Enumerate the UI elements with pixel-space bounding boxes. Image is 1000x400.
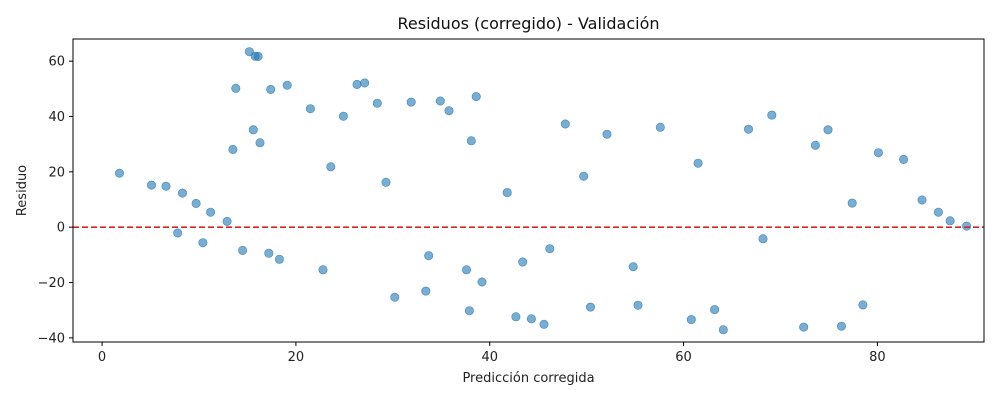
data-point	[873, 148, 883, 158]
data-point	[477, 277, 487, 287]
data-point	[360, 78, 370, 88]
data-point	[858, 300, 868, 310]
data-point	[444, 106, 454, 116]
data-point	[545, 244, 555, 254]
data-point	[318, 265, 328, 275]
data-point	[266, 84, 276, 94]
data-point	[255, 138, 265, 148]
data-point	[248, 125, 258, 135]
data-point	[710, 305, 720, 315]
data-point	[464, 306, 474, 316]
data-point	[585, 302, 595, 312]
data-point	[767, 110, 777, 120]
data-point	[222, 216, 232, 226]
x-tick-label: 40	[481, 350, 498, 365]
data-point	[633, 300, 643, 310]
data-point	[282, 80, 292, 90]
y-tick-label: 0	[57, 221, 65, 236]
data-point	[693, 158, 703, 168]
data-point	[305, 104, 315, 114]
x-tick-label: 0	[98, 350, 106, 365]
data-point	[198, 238, 208, 248]
chart-title: Residuos (corregido) - Validación	[398, 14, 660, 33]
data-point	[461, 265, 471, 275]
y-tick-label: 20	[48, 165, 65, 180]
data-point	[115, 168, 125, 178]
data-point	[424, 251, 434, 261]
x-tick-label: 60	[675, 350, 692, 365]
data-point	[718, 325, 728, 335]
data-point	[518, 257, 528, 267]
y-tick-label: −40	[38, 331, 65, 346]
data-point	[173, 228, 183, 238]
data-point	[390, 292, 400, 302]
data-point	[686, 315, 696, 325]
data-point	[628, 262, 638, 272]
data-point	[161, 181, 171, 191]
data-point	[945, 216, 955, 226]
data-point	[206, 207, 216, 217]
plot-area-frame	[72, 38, 985, 343]
data-point	[933, 207, 943, 217]
data-point	[381, 177, 391, 187]
data-point	[352, 79, 362, 89]
data-point	[799, 322, 809, 332]
data-point	[231, 83, 241, 93]
data-point	[560, 119, 570, 129]
data-point	[264, 248, 274, 258]
y-tick-label: 40	[48, 110, 65, 125]
data-point	[274, 254, 284, 264]
x-tick-label: 20	[288, 350, 305, 365]
data-point	[511, 312, 521, 322]
data-point	[602, 129, 612, 139]
data-point	[962, 221, 972, 231]
y-axis-ticks: −40 −20 0 20 40 60	[38, 55, 73, 346]
x-axis-title: Predicción corregida	[462, 371, 594, 386]
data-point	[526, 314, 536, 324]
data-point	[191, 198, 201, 208]
data-point	[847, 198, 857, 208]
data-point	[435, 96, 445, 106]
data-point	[810, 140, 820, 150]
data-point	[178, 188, 188, 198]
y-tick-label: 60	[48, 55, 65, 70]
data-point	[326, 162, 336, 172]
data-point	[758, 234, 768, 244]
data-point	[228, 144, 238, 154]
data-point	[471, 92, 481, 102]
data-point	[421, 286, 431, 296]
x-tick-label: 80	[869, 350, 886, 365]
data-point	[238, 245, 248, 255]
data-point	[899, 154, 909, 164]
data-point	[466, 136, 476, 146]
y-axis-title: Residuo	[15, 165, 30, 216]
x-axis-ticks: 0 20 40 60 80	[98, 342, 886, 365]
data-point	[147, 180, 157, 190]
data-point	[655, 122, 665, 132]
data-point	[406, 97, 416, 107]
scatter-points	[115, 47, 972, 335]
data-point	[743, 124, 753, 134]
data-point	[579, 171, 589, 181]
data-point	[917, 195, 927, 205]
data-point	[372, 98, 382, 108]
data-point	[250, 51, 260, 61]
y-tick-label: −20	[38, 276, 65, 291]
data-point	[502, 188, 512, 198]
data-point	[338, 111, 348, 121]
data-point	[823, 125, 833, 135]
data-point	[836, 321, 846, 331]
data-point	[539, 319, 549, 329]
